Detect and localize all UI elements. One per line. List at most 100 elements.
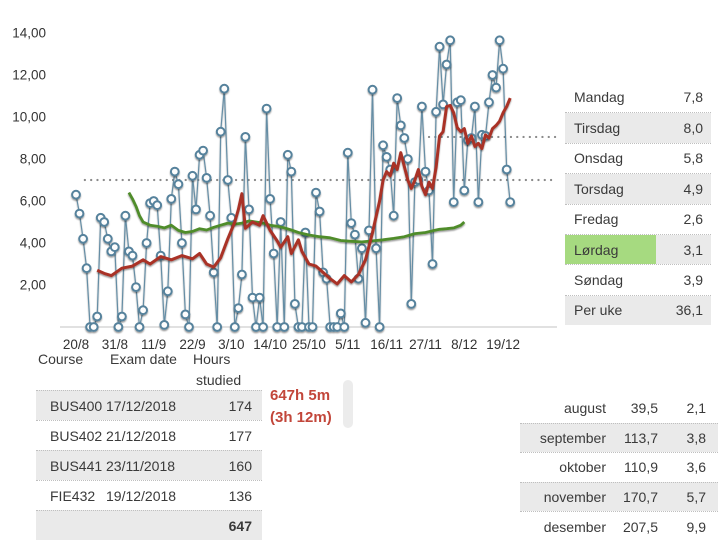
weekday-averages-table: Mandag 7,8 Tirsdag 8,0 Onsdag 5,8 Torsdag 4,9 Fr…	[565, 82, 711, 326]
course-row-bus441: BUS441 23/11/2018 160	[36, 450, 262, 480]
svg-text:10,00: 10,00	[12, 110, 46, 125]
course-hours-table: BUS400 17/12/2018 174 BUS402 21/12/2018 177 BU…	[36, 390, 262, 540]
month-name-cell[interactable]: august	[563, 399, 606, 416]
month-total-cell[interactable]: 113,7	[624, 429, 658, 446]
hours-studied-cell[interactable]: 136	[228, 487, 252, 504]
svg-text:2,00: 2,00	[20, 278, 46, 293]
svg-text:11/9: 11/9	[141, 337, 166, 352]
svg-text:12,00: 12,00	[12, 68, 46, 83]
svg-text:19/12: 19/12	[486, 337, 520, 352]
svg-text:22/9: 22/9	[179, 337, 205, 352]
moving-average-line	[96, 97, 512, 286]
svg-text:16/11: 16/11	[370, 337, 403, 352]
weekday-label-cell[interactable]: Per uke	[565, 295, 656, 326]
weekday-value-cell[interactable]: 8,0	[656, 113, 711, 143]
goal-dotted-lines	[83, 135, 558, 182]
weekday-label-cell[interactable]: Tirsdag	[565, 113, 656, 143]
month-average-cell[interactable]: 2,1	[686, 399, 706, 416]
exam-date-cell[interactable]: 19/12/2018	[106, 487, 177, 504]
month-row-november: november 170,7 5,7	[520, 481, 718, 512]
hours-studied-cell[interactable]: 174	[228, 397, 252, 414]
svg-text:3/10: 3/10	[218, 337, 244, 352]
weekday-value-cell[interactable]: 2,6	[683, 211, 703, 228]
month-average-cell[interactable]: 5,7	[686, 489, 706, 506]
monthly-totals-table: august 39,5 2,1 september 113,7 3,8 oktober 110…	[520, 393, 718, 541]
month-total-cell[interactable]: 170,7	[622, 489, 658, 506]
svg-text:6,00: 6,00	[20, 194, 46, 209]
exam-date-cell[interactable]: 17/12/2018	[106, 397, 177, 414]
weekday-row-onsdag: Onsdag 5,8	[565, 142, 711, 173]
weekday-row-mandag: Mandag 7,8	[565, 82, 711, 112]
daily-hours-line	[75, 40, 511, 328]
weekday-row-torsdag: Torsdag 4,9	[565, 173, 711, 204]
weekday-value-cell[interactable]: 3,1	[656, 234, 711, 265]
month-average-cell[interactable]: 3,6	[686, 459, 706, 476]
month-average-cell[interactable]: 3,8	[686, 429, 706, 446]
course-name-cell[interactable]: BUS441	[50, 457, 103, 474]
hours-studied-cell[interactable]: 177	[228, 427, 252, 444]
weekday-value-cell[interactable]: 4,9	[656, 174, 711, 204]
course-total-row: 647	[36, 510, 262, 540]
trend-line	[127, 191, 466, 244]
course-table-header-hours-line2: studied	[196, 372, 242, 388]
weekday-row-fredag: Fredag 2,6	[565, 203, 711, 234]
weekday-row-søndag: Søndag 3,9	[565, 264, 711, 294]
svg-text:14,00: 14,00	[12, 26, 46, 41]
hours-studied-cell[interactable]: 160	[228, 457, 252, 474]
exam-date-cell[interactable]: 21/12/2018	[106, 427, 177, 444]
weekday-value-cell[interactable]: 3,9	[683, 272, 703, 289]
weekday-label-cell[interactable]: Søndag	[574, 272, 624, 289]
weekday-label-cell[interactable]: Mandag	[574, 89, 625, 106]
y-axis-labels: 2,00 4,00 6,00 8,00 10,00 12,00 14,00	[12, 26, 46, 293]
svg-text:31/8: 31/8	[102, 337, 128, 352]
month-name-cell[interactable]: desember	[543, 518, 606, 535]
svg-text:5/11: 5/11	[335, 337, 360, 352]
month-name-cell[interactable]: november	[543, 489, 606, 506]
course-row-fie432: FIE432 19/12/2018 136	[36, 480, 262, 510]
hours-studied-cell[interactable]: 647	[228, 517, 252, 534]
total-hours-line1: 647h 5m	[270, 387, 331, 404]
course-name-cell[interactable]: BUS402	[50, 427, 103, 444]
scrollbar-fragment[interactable]	[343, 380, 353, 428]
exam-date-cell[interactable]: 23/11/2018	[106, 457, 176, 474]
daily-hours-points	[71, 35, 516, 332]
svg-text:8/12: 8/12	[451, 337, 477, 352]
course-name-cell[interactable]: BUS400	[50, 397, 103, 414]
course-table-header-hours-line1: Hours	[193, 351, 231, 367]
weekday-label-cell[interactable]: Fredag	[574, 211, 619, 228]
weekday-row-per-uke: Per uke 36,1	[565, 294, 711, 326]
svg-text:8,00: 8,00	[20, 152, 46, 167]
month-total-cell[interactable]: 110,9	[624, 459, 658, 476]
month-total-cell[interactable]: 207,5	[622, 518, 658, 535]
svg-text:4,00: 4,00	[20, 236, 46, 251]
month-average-cell[interactable]: 9,9	[686, 518, 706, 535]
weekday-label-cell[interactable]: Onsdag	[574, 150, 624, 167]
month-row-oktober: oktober 110,9 3,6	[520, 452, 718, 482]
month-name-cell[interactable]: oktober	[559, 459, 606, 476]
weekday-row-lørdag: Lørdag 3,1	[565, 233, 711, 265]
weekday-label-cell[interactable]: Lørdag	[565, 234, 656, 265]
month-row-august: august 39,5 2,1	[520, 393, 718, 423]
month-row-desember: desember 207,5 9,9	[520, 511, 718, 541]
month-name-cell[interactable]: september	[539, 429, 606, 446]
weekday-value-cell[interactable]: 5,8	[683, 150, 703, 167]
svg-text:25/10: 25/10	[292, 337, 326, 352]
total-hours-annotation: 647h 5m (3h 12m)	[270, 385, 332, 429]
x-axis-labels: 20/8 31/8 11/9 22/9 3/10 14/10 25/10 5/11 16/11 2…	[63, 337, 520, 352]
total-hours-line2: (3h 12m)	[270, 409, 332, 426]
course-row-bus400: BUS400 17/12/2018 174	[36, 390, 262, 420]
course-row-bus402: BUS402 21/12/2018 177	[36, 420, 262, 450]
weekday-row-tirsdag: Tirsdag 8,0	[565, 112, 711, 143]
weekday-label-cell[interactable]: Torsdag	[565, 174, 656, 204]
course-name-cell[interactable]: FIE432	[50, 487, 96, 504]
svg-text:14/10: 14/10	[253, 337, 287, 352]
svg-text:27/11: 27/11	[409, 337, 442, 352]
weekday-value-cell[interactable]: 7,8	[683, 89, 703, 106]
course-table-header-course: Course	[38, 351, 84, 367]
month-total-cell[interactable]: 39,5	[630, 399, 658, 416]
weekday-value-cell[interactable]: 36,1	[656, 295, 711, 326]
svg-text:20/8: 20/8	[63, 337, 89, 352]
month-row-september: september 113,7 3,8	[520, 422, 718, 453]
course-table-header-exam-date: Exam date	[110, 351, 177, 367]
